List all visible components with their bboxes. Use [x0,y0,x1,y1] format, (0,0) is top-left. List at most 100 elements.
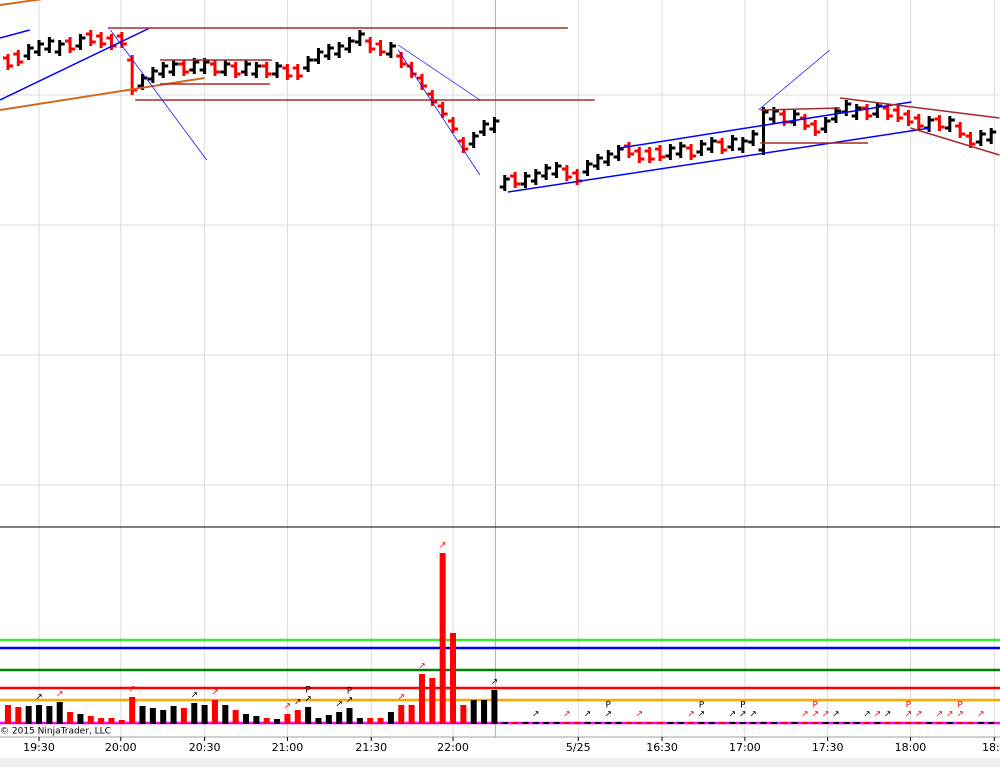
volume-bar [25,706,32,724]
volume-bar [460,705,467,724]
volume-bar [222,705,229,724]
volume-bar [926,722,933,724]
volume-bar [418,674,425,724]
signal-marker: ↗ [832,710,840,720]
signal-marker: ↗ [190,691,198,701]
volume-bar [36,705,43,724]
signal-marker: P [740,701,746,711]
x-tick-label: 17:00 [729,741,761,754]
signal-marker: P [906,701,912,711]
volume-bar [336,712,343,724]
volume-bar [377,718,384,724]
signal-marker: ↗ [874,710,882,720]
signal-marker: ↗ [905,710,913,720]
volume-bar [211,700,218,724]
signal-marker: ↗ [294,698,302,708]
volume-bar [522,722,529,724]
signal-marker: ↗ [698,710,706,720]
volume-bar [180,708,187,724]
volume-bar [957,722,964,724]
x-tick-label: 5/25 [566,741,591,754]
volume-bar [615,722,622,724]
signal-marker: ↗ [956,710,964,720]
x-tick-label: 18:3 [982,741,1000,754]
trend-line [840,97,1000,119]
volume-bar [191,703,198,724]
volume-bar [895,722,902,724]
volume-bar [884,722,891,724]
volume-bar [408,705,415,724]
volume-bar [832,722,839,724]
trend-line [0,27,151,101]
signal-marker: ↗ [749,710,757,720]
volume-bar [677,722,684,724]
volume-bar [708,722,715,724]
volume-bar [305,707,312,724]
x-tick-label: 22:00 [437,741,469,754]
volume-bar [553,722,560,724]
signal-marker: P [813,701,819,711]
volume-bar [77,714,84,724]
volume-bar [874,722,881,724]
volume-bar [170,706,177,724]
volume-bar [667,722,674,724]
signal-marker: ↗ [822,710,830,720]
volume-bar [15,707,22,724]
trend-line [910,127,1000,156]
volume-bar [574,722,581,724]
trend-line [619,101,912,149]
signal-marker: ↗ [946,710,954,720]
volume-bar [263,718,270,724]
volume-bar [812,722,819,724]
volume-bar [149,708,156,724]
trend-line [0,29,30,39]
x-tick-label: 16:30 [646,741,678,754]
volume-bar [563,722,570,724]
volume-bar [201,705,208,724]
trend-line [507,127,931,193]
trend-line [0,0,43,6]
trend-line [110,29,207,161]
signal-marker: ↗ [304,695,312,705]
volume-bar [977,722,984,724]
volume-bar [98,718,105,724]
volume-bar [87,716,94,724]
signal-marker: ↗ [128,685,136,695]
volume-bar [387,712,394,724]
volume-bar [129,697,136,724]
signal-marker: ↗ [584,710,592,720]
volume-bar [584,722,591,724]
signal-marker: ↗ [439,541,447,551]
volume-bar [398,705,405,724]
copyright: © 2015 NinjaTrader, LLC [0,727,111,737]
signal-marker: P [347,687,353,697]
volume-bar [688,722,695,724]
volume-bar [491,690,498,724]
volume-bar [760,722,767,724]
volume-bar [356,718,363,724]
signal-marker: P [699,701,705,711]
signal-marker: ↗ [884,710,892,720]
signal-marker: ↗ [915,710,923,720]
signal-marker: ↗ [811,710,819,720]
volume-bar [636,722,643,724]
volume-bar [532,722,539,724]
volume-bar [139,706,146,724]
signal-marker: ↗ [346,696,354,706]
signal-marker: ↗ [532,710,540,720]
volume-bar [429,678,436,724]
volume-bar [594,722,601,724]
volume-bar [864,722,871,724]
volume-bar [801,722,808,724]
signal-marker: ↗ [936,710,944,720]
volume-bar [253,716,260,724]
signal-marker: ↗ [56,690,64,700]
volume-bar [781,722,788,724]
x-tick-label: 20:00 [105,741,137,754]
signal-marker: ↗ [729,710,737,720]
volume-bar [346,708,353,724]
bottom-strip [0,758,1000,767]
volume-bar [988,722,995,724]
